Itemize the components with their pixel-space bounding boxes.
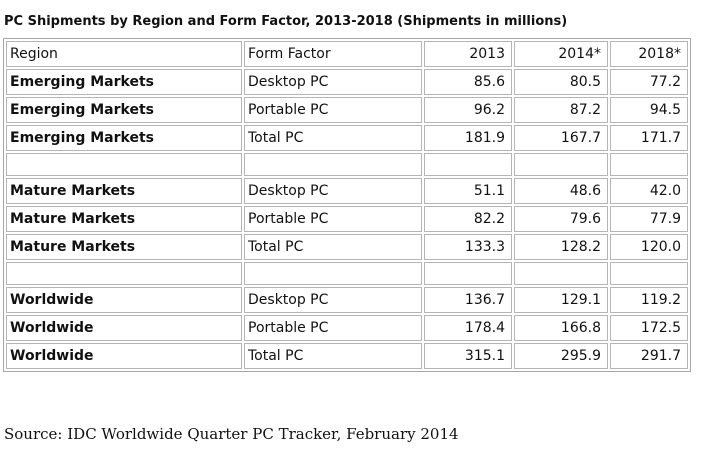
value-2013-cell: 85.6 [424, 69, 512, 95]
value-2018-cell: 94.5 [610, 97, 688, 123]
value-2013-cell: 315.1 [424, 343, 512, 369]
value-2014-cell: 80.5 [514, 69, 608, 95]
value-2018-cell: 120.0 [610, 234, 688, 260]
header-2018: 2018* [610, 41, 688, 67]
value-2018-cell: 119.2 [610, 287, 688, 313]
empty-cell [6, 153, 242, 176]
form-factor-cell: Desktop PC [244, 69, 422, 95]
empty-cell [244, 262, 422, 285]
shipments-table: Region Form Factor 2013 2014* 2018* Emer… [3, 38, 691, 372]
table-row: Emerging Markets Portable PC 96.2 87.2 9… [6, 97, 688, 123]
table-row: Mature Markets Desktop PC 51.1 48.6 42.0 [6, 178, 688, 204]
region-cell: Emerging Markets [6, 97, 242, 123]
value-2014-cell: 129.1 [514, 287, 608, 313]
value-2018-cell: 42.0 [610, 178, 688, 204]
empty-cell [610, 153, 688, 176]
table-row: Worldwide Desktop PC 136.7 129.1 119.2 [6, 287, 688, 313]
empty-row [6, 262, 688, 285]
table-title: PC Shipments by Region and Form Factor, … [4, 14, 568, 29]
value-2013-cell: 178.4 [424, 315, 512, 341]
value-2013-cell: 136.7 [424, 287, 512, 313]
region-cell: Mature Markets [6, 178, 242, 204]
value-2014-cell: 87.2 [514, 97, 608, 123]
value-2013-cell: 181.9 [424, 125, 512, 151]
header-form-factor: Form Factor [244, 41, 422, 67]
form-factor-cell: Desktop PC [244, 287, 422, 313]
empty-cell [514, 153, 608, 176]
empty-cell [610, 262, 688, 285]
empty-cell [244, 153, 422, 176]
form-factor-cell: Portable PC [244, 206, 422, 232]
value-2013-cell: 51.1 [424, 178, 512, 204]
empty-cell [424, 153, 512, 176]
table-row: Emerging Markets Desktop PC 85.6 80.5 77… [6, 69, 688, 95]
value-2013-cell: 133.3 [424, 234, 512, 260]
table-row: Emerging Markets Total PC 181.9 167.7 17… [6, 125, 688, 151]
value-2014-cell: 48.6 [514, 178, 608, 204]
value-2014-cell: 167.7 [514, 125, 608, 151]
value-2018-cell: 291.7 [610, 343, 688, 369]
region-cell: Mature Markets [6, 234, 242, 260]
value-2013-cell: 82.2 [424, 206, 512, 232]
form-factor-cell: Portable PC [244, 315, 422, 341]
form-factor-cell: Total PC [244, 125, 422, 151]
value-2014-cell: 79.6 [514, 206, 608, 232]
header-region: Region [6, 41, 242, 67]
empty-cell [6, 262, 242, 285]
form-factor-cell: Total PC [244, 234, 422, 260]
form-factor-cell: Portable PC [244, 97, 422, 123]
region-cell: Mature Markets [6, 206, 242, 232]
header-2013: 2013 [424, 41, 512, 67]
empty-row [6, 153, 688, 176]
empty-cell [424, 262, 512, 285]
value-2018-cell: 77.9 [610, 206, 688, 232]
value-2014-cell: 166.8 [514, 315, 608, 341]
form-factor-cell: Desktop PC [244, 178, 422, 204]
value-2018-cell: 77.2 [610, 69, 688, 95]
table-row: Worldwide Portable PC 178.4 166.8 172.5 [6, 315, 688, 341]
form-factor-cell: Total PC [244, 343, 422, 369]
value-2014-cell: 295.9 [514, 343, 608, 369]
table-row: Mature Markets Total PC 133.3 128.2 120.… [6, 234, 688, 260]
table-row: Mature Markets Portable PC 82.2 79.6 77.… [6, 206, 688, 232]
table-header-row: Region Form Factor 2013 2014* 2018* [6, 41, 688, 67]
table-row: Worldwide Total PC 315.1 295.9 291.7 [6, 343, 688, 369]
empty-cell [514, 262, 608, 285]
value-2018-cell: 172.5 [610, 315, 688, 341]
source-note: Source: IDC Worldwide Quarter PC Tracker… [4, 425, 459, 443]
value-2018-cell: 171.7 [610, 125, 688, 151]
value-2013-cell: 96.2 [424, 97, 512, 123]
region-cell: Emerging Markets [6, 125, 242, 151]
region-cell: Worldwide [6, 287, 242, 313]
header-2014: 2014* [514, 41, 608, 67]
region-cell: Worldwide [6, 315, 242, 341]
region-cell: Worldwide [6, 343, 242, 369]
region-cell: Emerging Markets [6, 69, 242, 95]
value-2014-cell: 128.2 [514, 234, 608, 260]
